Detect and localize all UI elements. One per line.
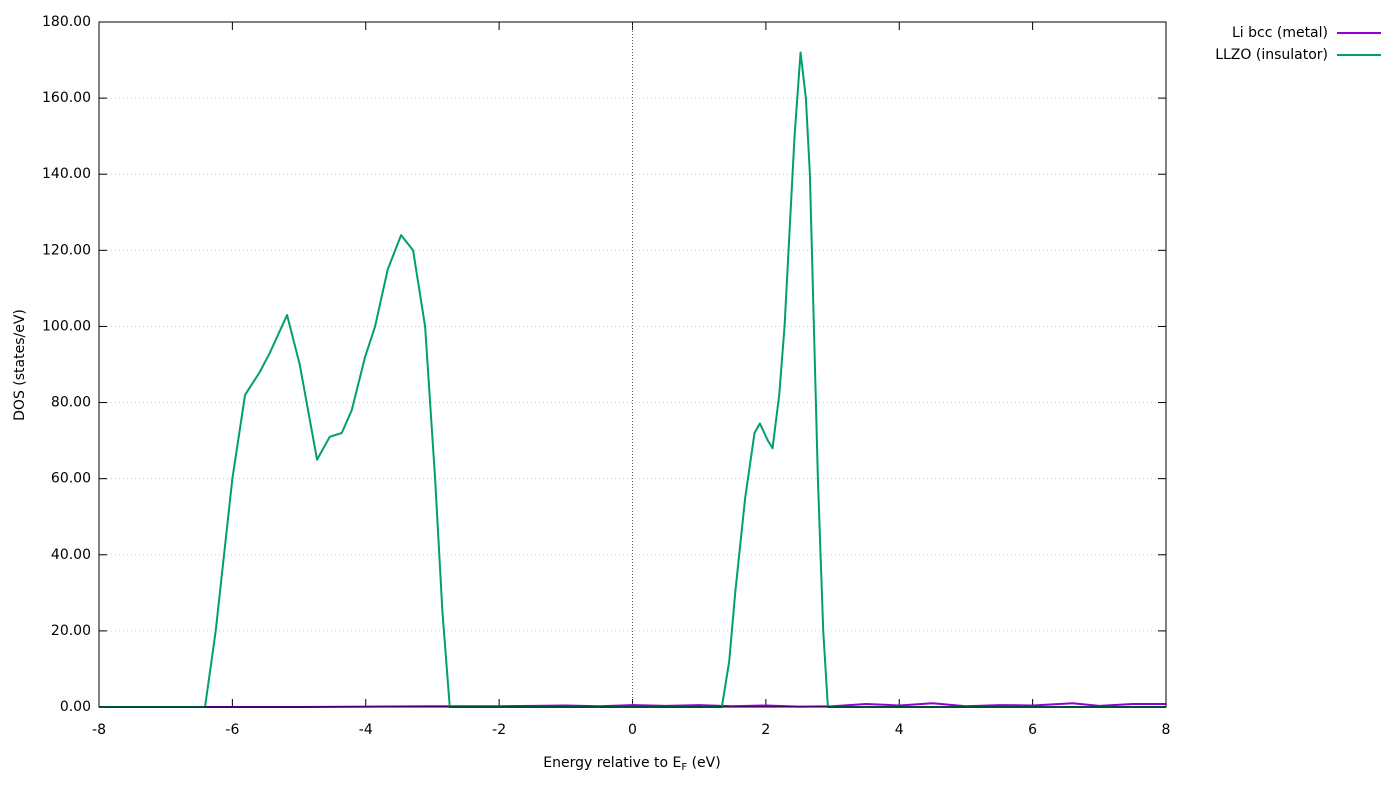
x-tick-label: 4	[895, 722, 904, 738]
x-axis-label: Energy relative to EF (eV)	[543, 755, 720, 773]
x-tick-label: -6	[225, 722, 239, 738]
y-axis-label: DOS (states/eV)	[12, 309, 28, 421]
series-line	[99, 702, 1166, 708]
x-label-subscript: F	[681, 762, 687, 773]
y-tick-label: 0.00	[60, 699, 91, 715]
y-tick-label: 120.00	[42, 242, 91, 258]
legend-label: Li bcc (metal)	[1232, 25, 1328, 41]
y-tick-label: 80.00	[51, 395, 91, 411]
y-tick-label: 40.00	[51, 547, 91, 563]
plot-border	[98, 21, 1167, 708]
y-tick-label: 100.00	[42, 318, 91, 334]
y-tick-label: 20.00	[51, 623, 91, 639]
x-tick-label: -8	[92, 722, 106, 738]
x-tick-label: 6	[1028, 722, 1037, 738]
x-tick-label: -4	[359, 722, 373, 738]
x-tick-label: 0	[628, 722, 637, 738]
y-tick-label: 140.00	[42, 166, 91, 182]
y-tick-label: 60.00	[51, 471, 91, 487]
legend-label: LLZO (insulator)	[1215, 47, 1328, 63]
x-tick-label: 8	[1162, 722, 1171, 738]
x-tick-label: -2	[492, 722, 506, 738]
x-label-unit: (eV)	[687, 755, 721, 771]
series-line	[99, 51, 1166, 708]
y-tick-label: 180.00	[42, 14, 91, 30]
x-label-main: Energy relative to E	[543, 755, 681, 771]
y-tick-label: 160.00	[42, 90, 91, 106]
x-tick-label: 2	[761, 722, 770, 738]
